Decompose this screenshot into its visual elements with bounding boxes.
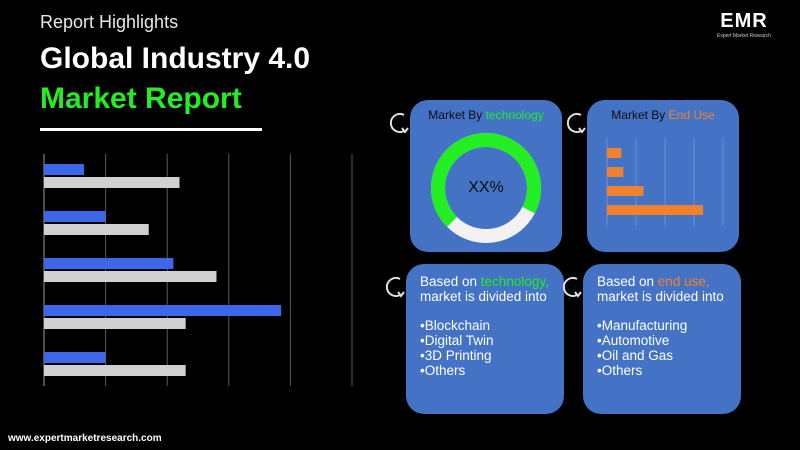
technology-intro-rest: market is divided into — [420, 289, 547, 304]
enduse-bar-chart — [606, 138, 724, 226]
curved-arrow-icon — [385, 277, 405, 298]
enduse-card-title: Market By End Use — [587, 108, 739, 122]
technology-chart-card: Market By technology XX% — [410, 100, 562, 252]
report-title-line1: Global Industry 4.0 — [40, 42, 311, 75]
bar — [44, 271, 217, 282]
enduse-intro: Based on end use, — [597, 274, 727, 289]
enduse-item: •Others — [597, 363, 643, 378]
title-underline — [40, 128, 262, 131]
technology-item: •Others — [420, 363, 466, 378]
report-title-line2: Market Report — [40, 82, 242, 115]
bar — [44, 365, 186, 376]
logo-tagline: Expert Market Research — [717, 33, 771, 39]
donut-segment — [431, 133, 541, 243]
enduse-intro-highlight: end use, — [657, 274, 710, 289]
enduse-item: •Automotive — [597, 333, 670, 348]
curved-arrow-icon — [562, 277, 582, 298]
enduse-intro-rest: market is divided into — [597, 289, 724, 304]
curved-arrow-icon — [566, 113, 586, 134]
bar — [44, 224, 149, 235]
technology-title-highlight: technology — [485, 108, 544, 122]
technology-segment-card: Based on technology, market is divided i… — [406, 264, 564, 414]
bar — [44, 258, 174, 269]
bar — [607, 167, 624, 177]
enduse-title-highlight: End Use — [668, 108, 715, 122]
enduse-chart-card: Market By End Use — [587, 100, 739, 252]
footer-url[interactable]: www.expertmarketresearch.com — [8, 433, 162, 444]
enduse-title-prefix: Market By — [611, 108, 669, 122]
left-bar-chart — [43, 154, 353, 386]
technology-item: •Blockchain — [420, 318, 491, 333]
bar — [607, 148, 622, 158]
enduse-item: •Manufacturing — [597, 318, 688, 333]
technology-intro: Based on technology, — [420, 274, 550, 289]
technology-title-prefix: Market By — [428, 108, 486, 122]
enduse-intro-prefix: Based on — [597, 274, 658, 289]
technology-item: •Digital Twin — [420, 333, 494, 348]
technology-intro-prefix: Based on — [420, 274, 481, 289]
logo-text: EMR — [720, 10, 768, 32]
emr-logo: EMR Expert Market Research — [704, 10, 784, 39]
bar — [607, 205, 703, 215]
technology-card-title: Market By technology — [410, 108, 562, 122]
bar — [44, 305, 282, 316]
report-kicker: Report Highlights — [40, 12, 179, 32]
bar — [44, 318, 186, 329]
donut-label: XX% — [468, 179, 504, 196]
curved-arrow-icon — [389, 113, 409, 134]
bar — [607, 186, 644, 196]
technology-item: •3D Printing — [420, 348, 492, 363]
technology-intro-highlight: technology, — [480, 274, 549, 289]
bar — [44, 211, 106, 222]
bar — [44, 352, 106, 363]
bar — [44, 164, 85, 175]
enduse-item: •Oil and Gas — [597, 348, 674, 363]
technology-donut-chart — [431, 133, 541, 243]
enduse-segment-card: Based on end use, market is divided into… — [583, 264, 741, 414]
bar — [44, 177, 180, 188]
